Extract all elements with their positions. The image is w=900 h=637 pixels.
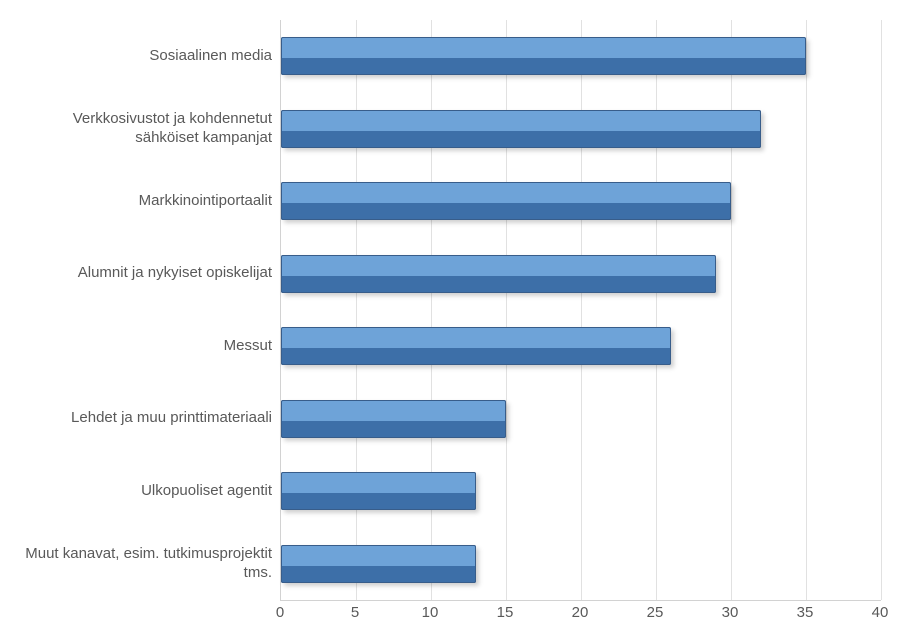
y-category-label: Messut (12, 310, 272, 383)
x-tick-label: 30 (710, 604, 750, 621)
y-category-label: Sosiaalinen media (12, 20, 272, 93)
bar (281, 255, 716, 293)
bar (281, 327, 671, 365)
bar (281, 37, 806, 75)
x-tick-label: 0 (260, 604, 300, 621)
bar (281, 110, 761, 148)
gridline (656, 20, 657, 600)
plot-area (280, 20, 881, 601)
bar-chart: Sosiaalinen mediaVerkkosivustot ja kohde… (0, 0, 900, 637)
y-category-label: Verkkosivustot ja kohdennetut sähköiset … (12, 93, 272, 166)
gridline (881, 20, 882, 600)
gridline (806, 20, 807, 600)
bar (281, 400, 506, 438)
gridline (506, 20, 507, 600)
y-category-label: Ulkopuoliset agentit (12, 455, 272, 528)
gridline (731, 20, 732, 600)
x-tick-label: 20 (560, 604, 600, 621)
y-category-label: Markkinointiportaalit (12, 165, 272, 238)
bar (281, 182, 731, 220)
x-tick-label: 10 (410, 604, 450, 621)
y-category-label: Alumnit ja nykyiset opiskelijat (12, 238, 272, 311)
y-category-label: Muut kanavat, esim. tutkimusprojektit tm… (12, 528, 272, 601)
x-tick-label: 5 (335, 604, 375, 621)
x-tick-label: 40 (860, 604, 900, 621)
bar (281, 472, 476, 510)
y-category-label: Lehdet ja muu printtimateriaali (12, 383, 272, 456)
x-tick-label: 35 (785, 604, 825, 621)
x-tick-label: 25 (635, 604, 675, 621)
gridline (581, 20, 582, 600)
bar (281, 545, 476, 583)
x-tick-label: 15 (485, 604, 525, 621)
